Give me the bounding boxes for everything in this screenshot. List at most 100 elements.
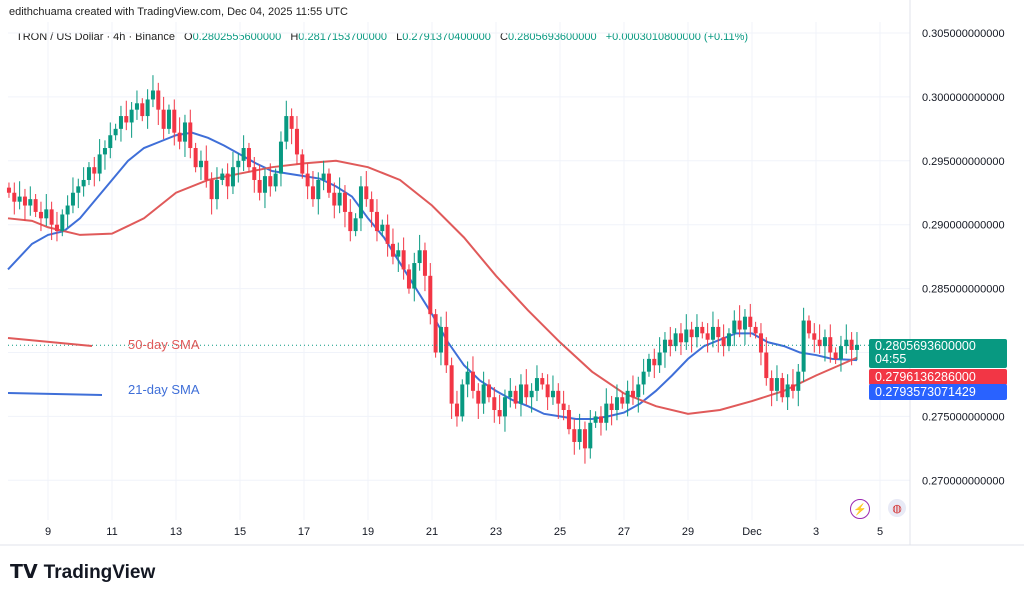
candle-body bbox=[758, 333, 763, 353]
candle-body bbox=[6, 187, 11, 193]
candle-body bbox=[486, 384, 491, 398]
candle-body bbox=[556, 390, 561, 404]
x-tick-label: 21 bbox=[426, 526, 438, 538]
x-tick-label: 27 bbox=[618, 526, 630, 538]
open-label: O bbox=[184, 31, 193, 43]
candle-body bbox=[70, 192, 75, 206]
countdown: 04:55 bbox=[875, 352, 907, 366]
high-label: H bbox=[290, 31, 299, 43]
close-label: C bbox=[499, 31, 508, 43]
symbol-legend: TRON / US Dollar · 4h · Binance O0.28025… bbox=[16, 31, 748, 43]
legend-label-21: 21-day SMA bbox=[128, 382, 200, 397]
candle-body bbox=[417, 250, 422, 264]
candle-body bbox=[705, 333, 710, 340]
candle-body bbox=[369, 199, 374, 212]
candle-body bbox=[678, 333, 683, 343]
candle-body bbox=[438, 326, 443, 353]
candle-body bbox=[102, 148, 107, 155]
x-tick-label: 17 bbox=[298, 526, 310, 538]
candle-body bbox=[737, 320, 742, 330]
candle-body bbox=[134, 103, 139, 110]
x-tick-label: 19 bbox=[362, 526, 374, 538]
candle-body bbox=[710, 326, 715, 340]
candle-body bbox=[764, 352, 769, 379]
candle-body bbox=[230, 167, 235, 187]
logo-icon: 𝗧𝗩 bbox=[10, 562, 38, 583]
candle-body bbox=[593, 416, 598, 423]
lightning-icon[interactable]: ⚡ bbox=[850, 499, 870, 519]
candle-body bbox=[252, 167, 257, 180]
candle-body bbox=[209, 179, 214, 200]
candle-body bbox=[481, 384, 486, 404]
candle-body bbox=[150, 90, 155, 100]
y-tick-label: 0.300000000000 bbox=[922, 92, 1005, 104]
candle-body bbox=[838, 346, 843, 359]
candle-body bbox=[342, 192, 347, 212]
candle-body bbox=[241, 148, 246, 161]
candle-body bbox=[545, 384, 550, 398]
flag-icon[interactable]: ◍ bbox=[888, 499, 906, 517]
candle-body bbox=[161, 109, 166, 129]
candle-body bbox=[396, 250, 401, 257]
candle-body bbox=[460, 384, 465, 417]
candle-body bbox=[582, 429, 587, 449]
candle-body bbox=[86, 167, 91, 180]
candle-body bbox=[732, 320, 737, 334]
candle-body bbox=[854, 344, 859, 350]
candle-body bbox=[657, 352, 662, 366]
candle-body bbox=[198, 160, 203, 168]
candle-body bbox=[641, 371, 646, 385]
candle-body bbox=[817, 339, 822, 347]
candle-body bbox=[140, 103, 145, 117]
tradingview-logo: 𝗧𝗩 TradingView bbox=[10, 561, 155, 584]
candle-body bbox=[65, 205, 70, 215]
candle-body bbox=[182, 122, 187, 142]
candle-body bbox=[646, 358, 651, 372]
legend-label-50: 50-day SMA bbox=[128, 337, 200, 352]
x-tick-label: 5 bbox=[877, 526, 883, 538]
sma50-badge: 0.2796136286000 bbox=[869, 369, 1007, 385]
candle-body bbox=[785, 384, 790, 398]
candle-body bbox=[689, 329, 694, 338]
candle-body bbox=[401, 250, 406, 270]
legend-line-21 bbox=[7, 392, 103, 396]
candle-body bbox=[76, 186, 81, 193]
candle-body bbox=[22, 196, 27, 206]
candle-body bbox=[604, 403, 609, 423]
candle-body bbox=[518, 384, 523, 404]
candle-body bbox=[225, 173, 230, 187]
y-tick-label: 0.295000000000 bbox=[922, 156, 1005, 168]
candle-body bbox=[652, 358, 657, 366]
x-tick-label: 23 bbox=[490, 526, 502, 538]
x-tick-label: 11 bbox=[106, 526, 117, 538]
candle-body bbox=[828, 337, 833, 353]
candle-body bbox=[790, 384, 795, 391]
candle-body bbox=[92, 167, 97, 174]
candle-body bbox=[721, 337, 726, 347]
candle-body bbox=[513, 390, 518, 404]
candle-body bbox=[620, 397, 625, 404]
candle-body bbox=[529, 390, 534, 398]
candle-body bbox=[422, 250, 427, 276]
candle-body bbox=[108, 135, 113, 149]
candle-body bbox=[780, 378, 785, 398]
candle-body bbox=[588, 422, 593, 449]
candle-body bbox=[508, 390, 513, 398]
candle-body bbox=[630, 390, 635, 398]
candle-body bbox=[188, 122, 193, 149]
candle-body bbox=[385, 224, 390, 244]
candle-body bbox=[748, 316, 753, 327]
candle-body bbox=[60, 214, 65, 232]
symbol-title[interactable]: TRON / US Dollar · 4h · Binance bbox=[16, 31, 175, 43]
x-tick-label: Dec bbox=[742, 526, 762, 538]
candle-body bbox=[550, 390, 555, 398]
candle-body bbox=[129, 109, 134, 123]
candle-body bbox=[316, 179, 321, 200]
candle-body bbox=[806, 320, 811, 334]
candle-body bbox=[540, 378, 545, 385]
candle-body bbox=[310, 186, 315, 200]
sma21-badge: 0.2793573071429 bbox=[869, 384, 1007, 400]
chart-credit: edithchuama created with TradingView.com… bbox=[9, 6, 348, 18]
candle-body bbox=[145, 99, 150, 117]
